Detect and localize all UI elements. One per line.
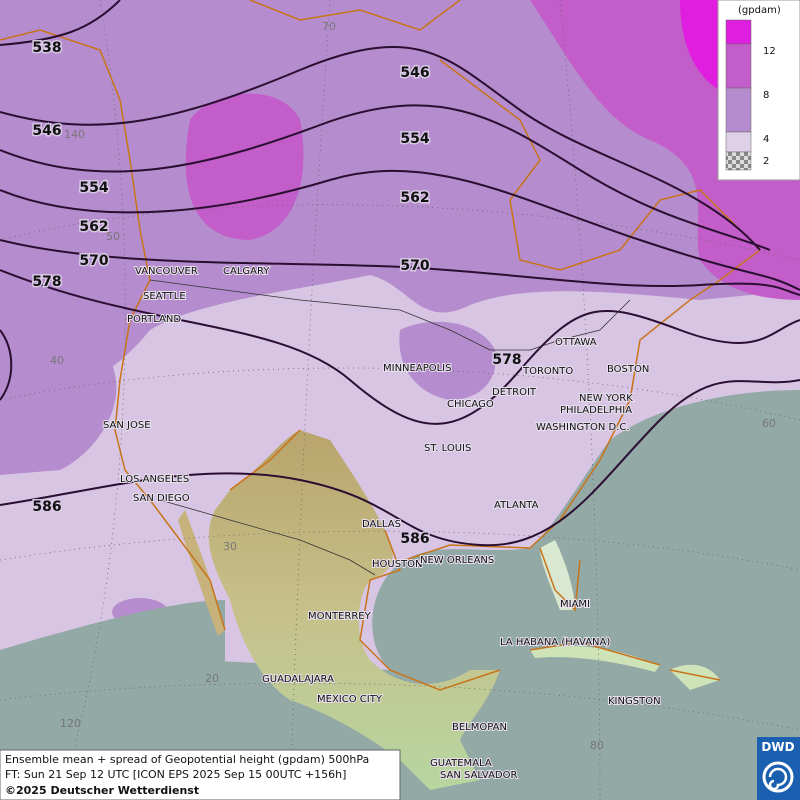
graticule-labels: 70 140 50 40 60 30 20 120 80: [50, 20, 776, 752]
footer-box: [0, 749, 401, 800]
contour-label: 562: [400, 190, 429, 206]
city-label: DETROIT: [492, 387, 537, 398]
logo-text: DWD: [761, 740, 794, 754]
contour-label: 586: [32, 499, 61, 515]
city-label: NEW YORK: [579, 393, 633, 404]
city-label: SAN DIEGO: [133, 493, 190, 504]
graticule-label: 140: [64, 128, 85, 141]
city-label: MIAMI: [560, 599, 590, 610]
land: [178, 510, 225, 636]
city-label: LOS ANGELES: [120, 474, 189, 485]
contour-label: 554: [79, 180, 108, 196]
city-label: SAN JOSE: [103, 420, 151, 431]
city-label: ATLANTA: [494, 500, 539, 511]
logo-icon: [768, 767, 788, 791]
city-label: NEW ORLEANS: [420, 555, 494, 566]
footer: Ensemble mean + spread of Geopotential h…: [0, 749, 401, 800]
contour-label: 578: [492, 352, 521, 368]
legend-swatch: [725, 151, 752, 171]
contour-labels: 538 546 554 562 570 578 546 554 562 570 …: [31, 39, 523, 549]
legend-swatch: [725, 43, 752, 89]
contour-label: 546: [400, 65, 429, 81]
city-label: GUADALAJARA: [262, 674, 334, 685]
spread-8-12: [185, 93, 304, 241]
legend-label: 8: [763, 90, 769, 101]
city-label: BOSTON: [607, 364, 649, 375]
spread-4-8: [0, 300, 117, 475]
footer-line: ©2025 Deutscher Wetterdienst: [5, 784, 199, 797]
spread-4-8: [399, 321, 496, 400]
contour-label: 538: [32, 40, 61, 56]
contour-label: 570: [400, 258, 429, 274]
legend-swatch: [725, 87, 752, 133]
cities: VANCOUVER CALGARY SEATTLE PORTLAND MINNE…: [102, 265, 662, 782]
logo-icon: [762, 761, 794, 793]
land: [540, 540, 575, 610]
graticule-label: 70: [322, 20, 336, 33]
legend-unit: (gpdam): [738, 5, 781, 16]
footer-line: FT: Sun 21 Sep 12 UTC [ICON EPS 2025 Sep…: [5, 768, 346, 781]
city-label: DALLAS: [362, 519, 401, 530]
footer-line: Ensemble mean + spread of Geopotential h…: [5, 753, 369, 766]
city-label: PHILADELPHIA: [560, 405, 632, 416]
city-label: GUATEMALA: [430, 758, 492, 769]
contour-label: 546: [32, 123, 61, 139]
city-label: BELMOPAN: [452, 722, 507, 733]
contour-label: 570: [79, 253, 108, 269]
land: [670, 664, 720, 690]
city-label: MEXICO CITY: [317, 694, 383, 705]
city-label: KINGSTON: [608, 696, 661, 707]
contour-label: 586: [400, 531, 429, 547]
legend-swatch: [725, 19, 752, 45]
graticule-label: 120: [60, 717, 81, 730]
city-label: CHICAGO: [447, 399, 494, 410]
city-label: PORTLAND: [127, 314, 181, 325]
contour-label: 562: [79, 219, 108, 235]
city-label: CALGARY: [223, 266, 270, 277]
graticule-label: 50: [106, 230, 120, 243]
legend-label: 2: [763, 156, 769, 167]
borders: [149, 279, 631, 576]
land: [530, 645, 660, 672]
contours: [0, 0, 800, 547]
spread-12: [680, 0, 720, 90]
city-label: MINNEAPOLIS: [383, 363, 451, 374]
city-label: LA HABANA (HAVANA): [500, 637, 610, 648]
city-label: HOUSTON: [372, 559, 423, 570]
coastline: [0, 0, 761, 691]
graticule-label: 20: [205, 672, 219, 685]
city-label: SAN SALVADOR: [440, 770, 517, 781]
graticule-label: 40: [50, 354, 64, 367]
contour-label: 578: [32, 274, 61, 290]
graticule-label: 30: [223, 540, 237, 553]
legend-label: 12: [763, 46, 776, 57]
contour-label: 554: [400, 131, 429, 147]
city-label: VANCOUVER: [135, 266, 198, 277]
city-label: ST. LOUIS: [424, 443, 471, 454]
legend-label: 4: [763, 134, 769, 145]
city-label: MONTERREY: [308, 611, 372, 622]
graticule-label: 80: [590, 739, 604, 752]
city-label: OTTAWA: [555, 337, 597, 348]
city-label: WASHINGTON D.C.: [536, 422, 630, 433]
logo: DWD: [757, 737, 800, 800]
city-label: TORONTO: [522, 366, 573, 377]
legend-swatch: [725, 131, 752, 153]
legend: (gpdam) 12 8 4 2: [717, 0, 800, 181]
land: [208, 430, 500, 790]
city-label: SEATTLE: [143, 291, 186, 302]
graticule-label: 60: [762, 417, 776, 430]
